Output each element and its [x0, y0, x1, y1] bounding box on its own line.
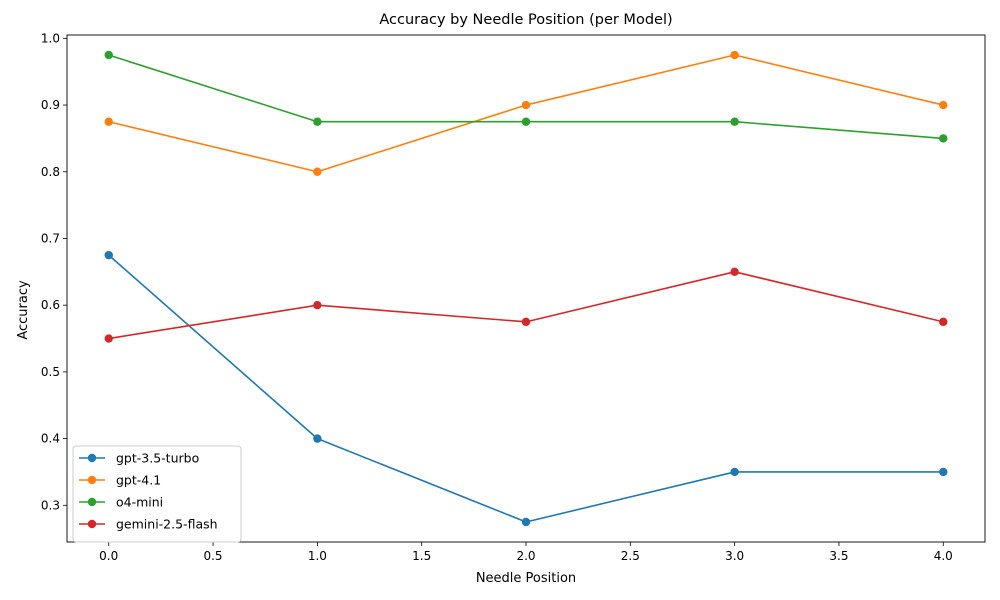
data-point-gpt-4-1: [521, 100, 531, 110]
x-axis-title: Needle Position: [476, 571, 576, 586]
y-tick-label: 0.3: [41, 498, 60, 512]
data-point-o4-mini: [939, 134, 948, 143]
x-tick-label: 2.0: [516, 549, 535, 563]
data-point-gpt-3-5-turbo: [313, 434, 322, 443]
legend-label-gemini-2-5-flash: gemini-2.5-flash: [116, 517, 218, 532]
data-point-gemini-2-5-flash: [313, 300, 322, 310]
data-point-gpt-4-1: [104, 117, 113, 126]
x-tick-label: 4.0: [934, 549, 953, 563]
legend: gpt-3.5-turbo gpt-4.1 o4-mini gemini-2.5-fl…: [72, 445, 242, 543]
data-point-o4-mini: [730, 117, 739, 126]
x-tick-label: 1.5: [412, 549, 431, 563]
series-line-gemini-2-5-flash: [108, 271, 944, 340]
data-point-gpt-3-5-turbo: [730, 467, 739, 477]
data-point-gpt-3-5-turbo: [939, 467, 948, 477]
axes-frame: [66, 34, 986, 543]
series-line-gpt-4-1: [108, 54, 944, 173]
legend-label-o4-mini: o4-mini: [116, 495, 163, 510]
y-tick-label: 0.8: [41, 165, 60, 179]
legend-marker-o4-mini: [87, 497, 97, 507]
legend-marker-gemini-2-5-flash: [87, 519, 97, 529]
data-point-gpt-4-1: [730, 50, 739, 60]
data-point-gemini-2-5-flash: [730, 267, 739, 277]
data-point-gpt-4-1: [939, 100, 948, 110]
y-tick-label: 0.9: [41, 98, 60, 112]
chart-title: Accuracy by Needle Position (per Model): [379, 12, 672, 28]
x-tick-label: 3.5: [829, 549, 848, 563]
y-axis-title: Accuracy: [16, 280, 31, 340]
x-tick-label: 1.0: [308, 549, 327, 563]
x-tick-label: 0.5: [203, 549, 222, 563]
x-tick-label: 0.0: [99, 549, 118, 563]
y-tick-label: 1.0: [41, 31, 60, 45]
y-tick-label: 0.6: [41, 298, 60, 312]
y-tick-label: 0.7: [41, 231, 60, 245]
legend-label-gpt-4-1: gpt-4.1: [116, 473, 161, 488]
x-tick-label: 2.5: [621, 549, 640, 563]
legend-marker-gpt-4-1: [87, 475, 97, 485]
data-point-gpt-3-5-turbo: [521, 517, 531, 527]
x-tick-label: 3.0: [725, 549, 744, 563]
data-point-o4-mini: [104, 50, 113, 60]
data-point-gemini-2-5-flash: [521, 317, 531, 327]
data-point-o4-mini: [313, 117, 322, 126]
legend-marker-gpt-3-5-turbo: [87, 453, 97, 463]
legend-label-gpt-3-5-turbo: gpt-3.5-turbo: [116, 451, 199, 466]
y-tick-label: 0.5: [41, 365, 60, 379]
data-point-gemini-2-5-flash: [939, 317, 948, 327]
data-point-o4-mini: [521, 117, 531, 126]
legend-box: [72, 445, 242, 543]
plot-area: 0.0 0.5 1.0 1.5 2.0 2.5 3.0 3.5 4.0 0.3 0.4 0.5 0.6 0…: [41, 31, 986, 563]
y-tick-label: 0.4: [41, 432, 60, 446]
data-point-gpt-3-5-turbo: [104, 250, 113, 260]
data-point-gpt-4-1: [313, 167, 322, 176]
data-point-gemini-2-5-flash: [104, 334, 113, 343]
